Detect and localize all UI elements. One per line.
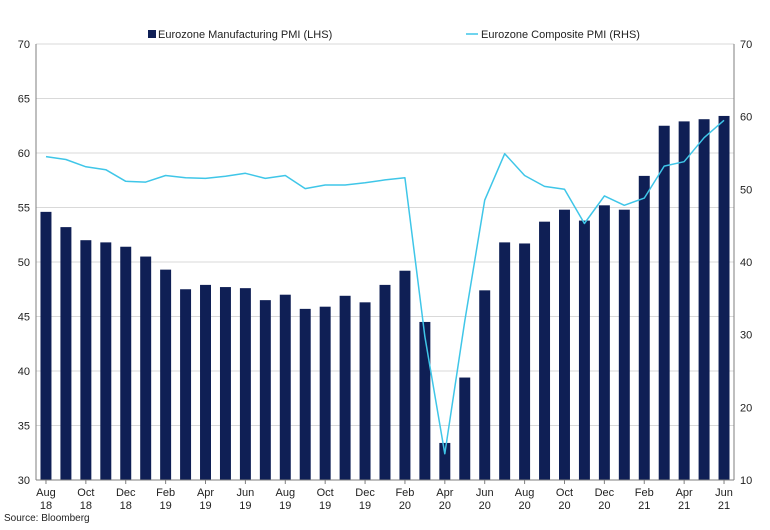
bar-manufacturing-pmi [180, 289, 192, 480]
line-composite-pmi [45, 119, 725, 455]
x-tick-label-month: Apr [436, 487, 453, 499]
x-tick-label-month: Aug [36, 487, 56, 499]
x-tick-label-year: 21 [678, 500, 690, 512]
y-left-tick-label: 55 [18, 203, 30, 215]
y-right-tick-label: 20 [740, 402, 752, 414]
bar-manufacturing-pmi [658, 125, 670, 480]
x-tick-label-month: Dec [355, 487, 375, 499]
x-tick-label-month: Feb [156, 487, 175, 499]
bar-manufacturing-pmi [439, 442, 451, 480]
bar-manufacturing-pmi [339, 295, 351, 480]
x-tick-label-month: Feb [635, 487, 654, 499]
x-tick-label-month: Feb [395, 487, 414, 499]
bar-manufacturing-pmi [100, 242, 112, 480]
y-right-tick-label: 40 [740, 257, 752, 269]
x-tick-label-year: 19 [239, 500, 251, 512]
x-tick-label-year: 18 [120, 500, 132, 512]
bar-manufacturing-pmi [559, 209, 570, 480]
bar-manufacturing-pmi [678, 121, 690, 480]
bar-manufacturing-pmi [219, 287, 231, 480]
bar-manufacturing-pmi [399, 270, 411, 480]
x-tick-label-month: Dec [595, 487, 615, 499]
bar-manufacturing-pmi [379, 284, 391, 480]
y-right-tick-label: 70 [740, 39, 752, 51]
bar-manufacturing-pmi [279, 294, 291, 480]
x-tick-label-month: Oct [77, 487, 94, 499]
bar-manufacturing-pmi [200, 284, 211, 480]
y-left-tick-label: 45 [18, 312, 30, 324]
x-tick-label-month: Jun [715, 487, 733, 499]
x-tick-label-year: 19 [359, 500, 371, 512]
bar-manufacturing-pmi [40, 211, 52, 481]
bar-manufacturing-pmi [638, 175, 650, 480]
y-left-tick-label: 40 [18, 366, 30, 378]
bar-manufacturing-pmi [718, 115, 730, 480]
x-tick-label-year: 21 [638, 500, 650, 512]
bar-manufacturing-pmi [120, 246, 132, 480]
x-tick-label-month: Apr [197, 487, 214, 499]
axes [35, 44, 735, 484]
bar-manufacturing-pmi [618, 209, 630, 480]
legend-label-composite: Eurozone Composite PMI (RHS) [481, 29, 640, 41]
bar-manufacturing-pmi [259, 300, 271, 480]
x-tick-label-year: 20 [399, 500, 411, 512]
y-right-tick-label: 30 [740, 330, 752, 342]
x-tick-label-month: Apr [676, 487, 693, 499]
x-tick-label-year: 18 [80, 500, 92, 512]
y-right-tick-label: 60 [740, 112, 752, 124]
x-tick-label-month: Dec [116, 487, 136, 499]
tick-labels: 30354045505560657010203040506070Aug18Oct… [18, 39, 753, 512]
legend-swatch-manufacturing [148, 30, 156, 38]
y-left-tick-label: 65 [18, 94, 30, 106]
legend: Eurozone Manufacturing PMI (LHS) Eurozon… [148, 29, 640, 41]
x-tick-label-month: Oct [556, 487, 573, 499]
y-left-tick-label: 50 [18, 257, 30, 269]
y-left-tick-label: 70 [18, 39, 30, 51]
bar-manufacturing-pmi [578, 220, 590, 480]
bar-manufacturing-pmi [239, 288, 251, 480]
bar-manufacturing-pmi [319, 306, 331, 480]
x-tick-label-month: Jun [476, 487, 494, 499]
bar-manufacturing-pmi [299, 308, 311, 480]
source-note: Source: Bloomberg [4, 513, 90, 524]
manufacturing-bars [40, 115, 730, 481]
x-tick-label-year: 19 [319, 500, 331, 512]
x-tick-label-year: 20 [558, 500, 570, 512]
bar-manufacturing-pmi [60, 227, 72, 480]
bar-manufacturing-pmi [479, 290, 491, 480]
bar-manufacturing-pmi [160, 269, 172, 480]
x-tick-label-year: 20 [439, 500, 451, 512]
bar-manufacturing-pmi [499, 242, 511, 480]
x-tick-label-year: 19 [199, 500, 211, 512]
x-tick-label-month: Aug [275, 487, 295, 499]
x-tick-label-month: Jun [237, 487, 255, 499]
x-tick-label-year: 21 [718, 500, 730, 512]
x-tick-label-year: 19 [160, 500, 172, 512]
bar-manufacturing-pmi [459, 377, 471, 480]
x-tick-label-year: 19 [279, 500, 291, 512]
bar-manufacturing-pmi [539, 221, 551, 481]
y-left-tick-label: 30 [18, 475, 30, 487]
bar-manufacturing-pmi [80, 240, 92, 480]
bar-manufacturing-pmi [519, 243, 531, 480]
bar-manufacturing-pmi [698, 119, 710, 481]
y-right-tick-label: 50 [740, 184, 752, 196]
bar-manufacturing-pmi [419, 321, 431, 480]
x-tick-label-month: Oct [317, 487, 334, 499]
legend-label-manufacturing: Eurozone Manufacturing PMI (LHS) [158, 29, 332, 41]
bar-manufacturing-pmi [140, 256, 152, 480]
y-right-tick-label: 10 [740, 475, 752, 487]
y-left-tick-label: 60 [18, 148, 30, 160]
x-tick-label-month: Aug [515, 487, 535, 499]
composite-line-layer [45, 119, 725, 455]
x-tick-label-year: 20 [479, 500, 491, 512]
y-left-tick-label: 35 [18, 421, 30, 433]
bar-manufacturing-pmi [359, 302, 371, 480]
bar-manufacturing-pmi [598, 205, 610, 480]
x-tick-label-year: 18 [40, 500, 52, 512]
x-tick-label-year: 20 [518, 500, 530, 512]
x-tick-label-year: 20 [598, 500, 610, 512]
